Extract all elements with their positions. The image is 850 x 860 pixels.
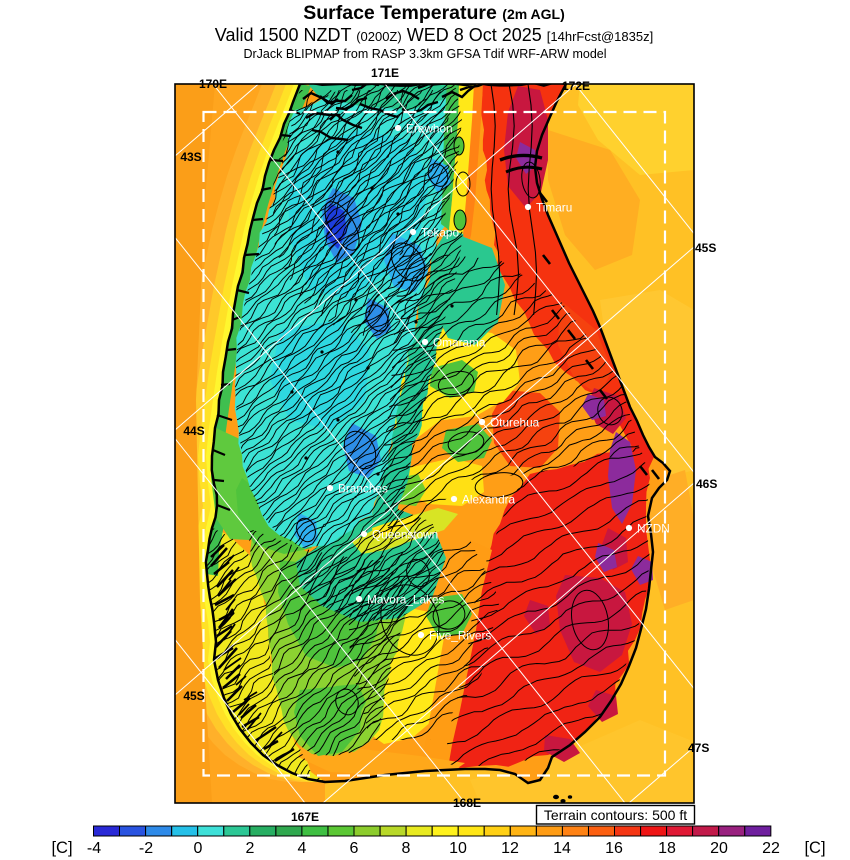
svg-text:16: 16 xyxy=(605,840,623,857)
svg-text:Valid 1500 NZDT (0200Z) WED 8: Valid 1500 NZDT (0200Z) WED 8 Oct 2025 [… xyxy=(215,25,653,45)
svg-text:0: 0 xyxy=(194,840,203,857)
svg-text:NZDN: NZDN xyxy=(637,522,670,536)
svg-text:-2: -2 xyxy=(139,840,153,857)
svg-text:DrJack BLIPMAP from RASP 3.3km: DrJack BLIPMAP from RASP 3.3km GFSA Tdif… xyxy=(243,47,606,61)
svg-text:Alexandra: Alexandra xyxy=(462,493,516,507)
svg-text:22: 22 xyxy=(762,840,780,857)
svg-text:Terrain contours: 500 ft: Terrain contours: 500 ft xyxy=(544,807,687,823)
svg-text:Oturehua: Oturehua xyxy=(490,416,540,430)
svg-text:Queenstown: Queenstown xyxy=(372,528,438,542)
svg-text:-4: -4 xyxy=(87,840,101,857)
svg-text:Erewhon: Erewhon xyxy=(406,122,453,136)
svg-text:Surface Temperature (2m AGL): Surface Temperature (2m AGL) xyxy=(303,2,565,24)
svg-text:Five_Rivers: Five_Rivers xyxy=(429,629,491,643)
svg-text:171E: 171E xyxy=(371,66,399,80)
svg-text:47S: 47S xyxy=(688,741,709,755)
svg-text:168E: 168E xyxy=(453,796,481,810)
svg-text:170E: 170E xyxy=(199,77,227,91)
svg-text:44S: 44S xyxy=(183,424,204,438)
svg-text:45S: 45S xyxy=(695,241,716,255)
svg-text:[C]: [C] xyxy=(804,839,825,857)
svg-text:167E: 167E xyxy=(291,810,319,824)
svg-text:Branches: Branches xyxy=(338,482,388,496)
svg-text:20: 20 xyxy=(710,840,728,857)
svg-text:43S: 43S xyxy=(180,150,201,164)
svg-text:46S: 46S xyxy=(696,477,717,491)
svg-text:45S: 45S xyxy=(183,689,204,703)
svg-text:18: 18 xyxy=(658,840,676,857)
svg-text:Omarama: Omarama xyxy=(433,336,486,350)
svg-text:[C]: [C] xyxy=(51,839,72,857)
svg-text:Timaru: Timaru xyxy=(536,201,572,215)
svg-text:8: 8 xyxy=(402,840,411,857)
svg-text:14: 14 xyxy=(553,840,571,857)
svg-text:2: 2 xyxy=(246,840,255,857)
svg-text:6: 6 xyxy=(350,840,359,857)
svg-text:12: 12 xyxy=(501,840,519,857)
svg-text:10: 10 xyxy=(449,840,467,857)
svg-text:172E: 172E xyxy=(562,79,590,93)
svg-text:Mavora_Lakes: Mavora_Lakes xyxy=(367,593,444,607)
svg-text:4: 4 xyxy=(298,840,307,857)
svg-text:Tekapo: Tekapo xyxy=(421,226,459,240)
